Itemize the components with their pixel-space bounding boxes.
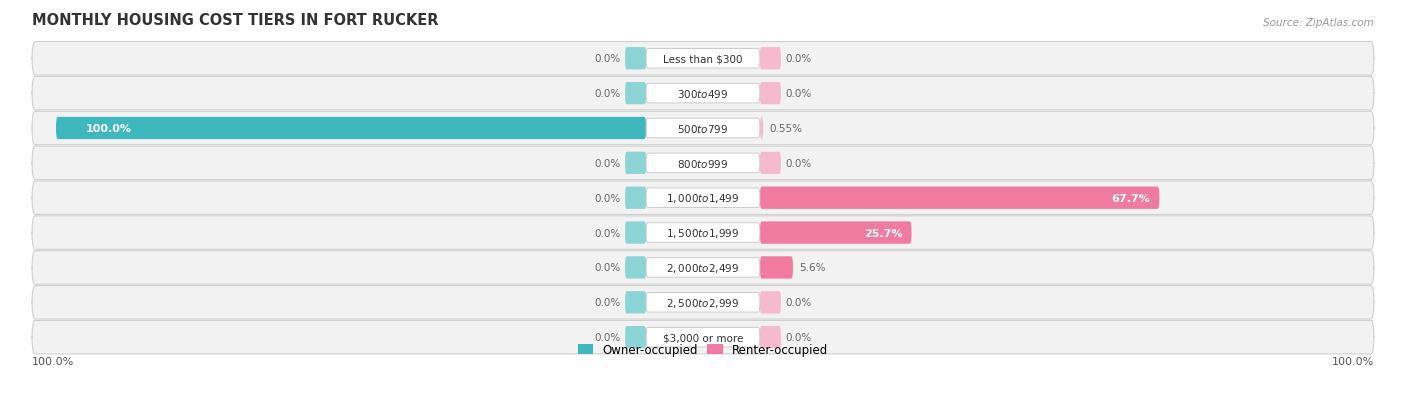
Text: $800 to $999: $800 to $999 bbox=[678, 157, 728, 169]
FancyBboxPatch shape bbox=[626, 292, 647, 314]
FancyBboxPatch shape bbox=[626, 48, 647, 70]
FancyBboxPatch shape bbox=[32, 147, 1374, 180]
FancyBboxPatch shape bbox=[32, 216, 1374, 250]
Text: 0.0%: 0.0% bbox=[786, 159, 811, 169]
Text: 0.0%: 0.0% bbox=[786, 89, 811, 99]
Text: $300 to $499: $300 to $499 bbox=[678, 88, 728, 100]
Text: 0.0%: 0.0% bbox=[786, 332, 811, 342]
Text: 0.0%: 0.0% bbox=[595, 298, 620, 308]
FancyBboxPatch shape bbox=[647, 293, 759, 312]
Text: $2,000 to $2,499: $2,000 to $2,499 bbox=[666, 261, 740, 274]
FancyBboxPatch shape bbox=[32, 286, 1374, 319]
FancyBboxPatch shape bbox=[647, 119, 759, 138]
FancyBboxPatch shape bbox=[647, 154, 759, 173]
FancyBboxPatch shape bbox=[759, 256, 793, 279]
FancyBboxPatch shape bbox=[32, 112, 1374, 145]
FancyBboxPatch shape bbox=[647, 258, 759, 278]
Text: 0.0%: 0.0% bbox=[786, 54, 811, 64]
FancyBboxPatch shape bbox=[759, 152, 780, 175]
FancyBboxPatch shape bbox=[626, 152, 647, 175]
Text: $1,000 to $1,499: $1,000 to $1,499 bbox=[666, 192, 740, 205]
FancyBboxPatch shape bbox=[626, 326, 647, 349]
Text: $1,500 to $1,999: $1,500 to $1,999 bbox=[666, 227, 740, 240]
Text: 0.0%: 0.0% bbox=[595, 228, 620, 238]
FancyBboxPatch shape bbox=[647, 50, 759, 69]
Text: 0.55%: 0.55% bbox=[769, 124, 803, 134]
FancyBboxPatch shape bbox=[759, 48, 780, 70]
FancyBboxPatch shape bbox=[647, 84, 759, 104]
Text: $2,500 to $2,999: $2,500 to $2,999 bbox=[666, 296, 740, 309]
Text: 0.0%: 0.0% bbox=[595, 159, 620, 169]
Text: Source: ZipAtlas.com: Source: ZipAtlas.com bbox=[1263, 18, 1374, 28]
FancyBboxPatch shape bbox=[32, 43, 1374, 76]
FancyBboxPatch shape bbox=[626, 83, 647, 105]
Text: 0.0%: 0.0% bbox=[595, 54, 620, 64]
FancyBboxPatch shape bbox=[32, 182, 1374, 215]
FancyBboxPatch shape bbox=[56, 118, 647, 140]
FancyBboxPatch shape bbox=[759, 292, 780, 314]
FancyBboxPatch shape bbox=[32, 320, 1374, 354]
FancyBboxPatch shape bbox=[647, 223, 759, 243]
Text: 0.0%: 0.0% bbox=[595, 263, 620, 273]
Text: 0.0%: 0.0% bbox=[786, 298, 811, 308]
FancyBboxPatch shape bbox=[626, 187, 647, 209]
Text: Less than $300: Less than $300 bbox=[664, 54, 742, 64]
FancyBboxPatch shape bbox=[759, 118, 763, 140]
FancyBboxPatch shape bbox=[759, 326, 780, 349]
Legend: Owner-occupied, Renter-occupied: Owner-occupied, Renter-occupied bbox=[572, 339, 834, 361]
FancyBboxPatch shape bbox=[759, 222, 911, 244]
Text: 0.0%: 0.0% bbox=[595, 332, 620, 342]
FancyBboxPatch shape bbox=[647, 328, 759, 347]
FancyBboxPatch shape bbox=[626, 222, 647, 244]
FancyBboxPatch shape bbox=[759, 83, 780, 105]
FancyBboxPatch shape bbox=[647, 188, 759, 208]
Text: 100.0%: 100.0% bbox=[86, 124, 132, 134]
FancyBboxPatch shape bbox=[626, 256, 647, 279]
Text: $3,000 or more: $3,000 or more bbox=[662, 332, 744, 342]
Text: $500 to $799: $500 to $799 bbox=[678, 123, 728, 135]
FancyBboxPatch shape bbox=[32, 251, 1374, 285]
Text: MONTHLY HOUSING COST TIERS IN FORT RUCKER: MONTHLY HOUSING COST TIERS IN FORT RUCKE… bbox=[32, 13, 439, 28]
Text: 5.6%: 5.6% bbox=[799, 263, 825, 273]
FancyBboxPatch shape bbox=[32, 77, 1374, 111]
Text: 100.0%: 100.0% bbox=[32, 356, 75, 366]
FancyBboxPatch shape bbox=[759, 187, 1160, 209]
Text: 100.0%: 100.0% bbox=[1331, 356, 1374, 366]
Text: 0.0%: 0.0% bbox=[595, 193, 620, 203]
Text: 67.7%: 67.7% bbox=[1112, 193, 1150, 203]
Text: 25.7%: 25.7% bbox=[865, 228, 903, 238]
Text: 0.0%: 0.0% bbox=[595, 89, 620, 99]
